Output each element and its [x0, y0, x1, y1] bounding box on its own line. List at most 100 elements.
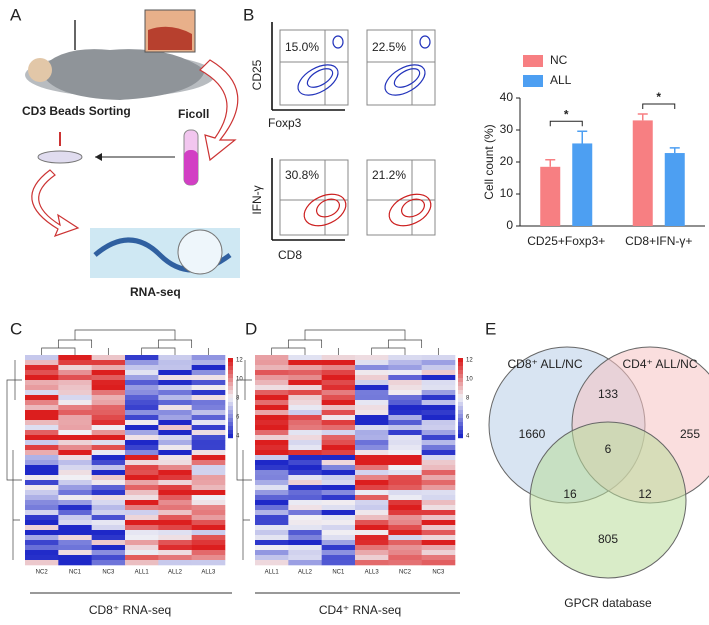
heatmap-cell [191, 540, 226, 546]
heatmap-cell [91, 520, 126, 526]
heatmap-cell [191, 505, 226, 511]
heatmap-cell [91, 405, 126, 411]
heatmap-cell [288, 400, 322, 406]
legend-label: NC [550, 53, 568, 67]
heatmap-cell [125, 435, 159, 441]
heatmap-cell [288, 415, 322, 421]
overlap-count: 16 [563, 487, 577, 501]
heatmap-cell [91, 410, 126, 416]
heatmap-cell [288, 405, 322, 411]
heatmap-cell [91, 540, 126, 546]
heatmap-cell [388, 360, 422, 366]
heatmap-cell [91, 535, 126, 541]
heatmap-cell [321, 360, 356, 366]
heatmap-cell [355, 385, 389, 391]
heatmap-cell [288, 530, 322, 536]
heatmap-cell [191, 375, 226, 381]
heatmap-cell [58, 540, 92, 546]
heatmap-cell [288, 440, 322, 446]
heatmap-cell [255, 435, 289, 441]
heatmap-cell [421, 475, 456, 481]
heatmap-cell [125, 500, 159, 506]
heatmap-cell [25, 475, 59, 481]
column-label: ALL3 [365, 570, 380, 576]
heatmap-cell [421, 460, 456, 466]
heatmap-cell [388, 400, 422, 406]
colorbar-cell [458, 398, 463, 403]
heatmap-cell [388, 505, 422, 511]
colorbar-cell [458, 430, 463, 435]
heatmap-cell [355, 360, 389, 366]
step-label: CD3 Beads Sorting [22, 104, 131, 118]
heatmap-cell [421, 495, 456, 501]
heatmap-cell [125, 375, 159, 381]
heatmap-cell [91, 365, 126, 371]
heatmap-cell [321, 510, 356, 516]
heatmap-cell [158, 480, 192, 486]
heatmap-cell [288, 475, 322, 481]
heatmap-cell [191, 435, 226, 441]
y-tick-label: 10 [500, 186, 514, 200]
heatmap-cell [421, 425, 456, 431]
heatmap-cell [125, 370, 159, 376]
heatmap-cell [58, 370, 92, 376]
colorbar-cell [228, 414, 233, 419]
legend-swatch [523, 75, 543, 87]
overlap-count: 133 [598, 387, 618, 401]
heatmap-cell [388, 370, 422, 376]
heatmap-cell [388, 540, 422, 546]
heatmap-cell [388, 440, 422, 446]
heatmap-cell [255, 395, 289, 401]
heatmap-cell [421, 490, 456, 496]
error-bar [669, 147, 680, 154]
heatmap-cell [125, 540, 159, 546]
heatmap-cell [321, 385, 356, 391]
heatmap-cell [158, 430, 192, 436]
heatmap-cell [91, 515, 126, 521]
heatmap-cell [125, 395, 159, 401]
heatmap-cell [125, 515, 159, 521]
heatmap-cell [25, 390, 59, 396]
heatmap-cell [191, 385, 226, 391]
heatmap-cell [25, 355, 59, 361]
heatmap-cell [58, 510, 92, 516]
heatmap-cell [288, 395, 322, 401]
heatmap-cell [355, 530, 389, 536]
heatmap-cell [58, 455, 92, 461]
colorbar-cell [458, 434, 463, 439]
heatmap-cell [321, 450, 356, 456]
dendrogram [41, 329, 209, 355]
flow-plots [279, 29, 436, 236]
heatmap-cell [191, 535, 226, 541]
heatmap-cell [288, 450, 322, 456]
heatmap-cell [158, 355, 192, 361]
heatmap-cell [421, 435, 456, 441]
heatmap-cell [255, 415, 289, 421]
heatmap-cell [25, 470, 59, 476]
heatmap-cell [421, 545, 456, 551]
heatmap-cell [388, 390, 422, 396]
colorbar-cell [228, 430, 233, 435]
heatmap-cell [58, 545, 92, 551]
heatmap-cell [255, 375, 289, 381]
heatmap-cell [125, 430, 159, 436]
colorbar-cell [458, 390, 463, 395]
axis-label: CD8 [278, 248, 302, 262]
colorbar-tick-label: 4 [236, 434, 240, 440]
heatmap-cell [125, 455, 159, 461]
heatmap-cell [355, 560, 389, 566]
heatmap-cell [355, 460, 389, 466]
heatmap-cell [25, 380, 59, 386]
heatmap-cell [125, 400, 159, 406]
heatmap-cell [25, 550, 59, 556]
heatmap-cell [421, 395, 456, 401]
heatmap-cell [58, 425, 92, 431]
panel-label: A [10, 5, 22, 24]
colorbar-cell [458, 386, 463, 391]
heatmap-cell [255, 490, 289, 496]
error-bar [637, 113, 648, 121]
heatmap-cell [321, 540, 356, 546]
heatmap-cell [125, 470, 159, 476]
heatmap-cell [321, 525, 356, 531]
heatmap-cell [125, 480, 159, 486]
